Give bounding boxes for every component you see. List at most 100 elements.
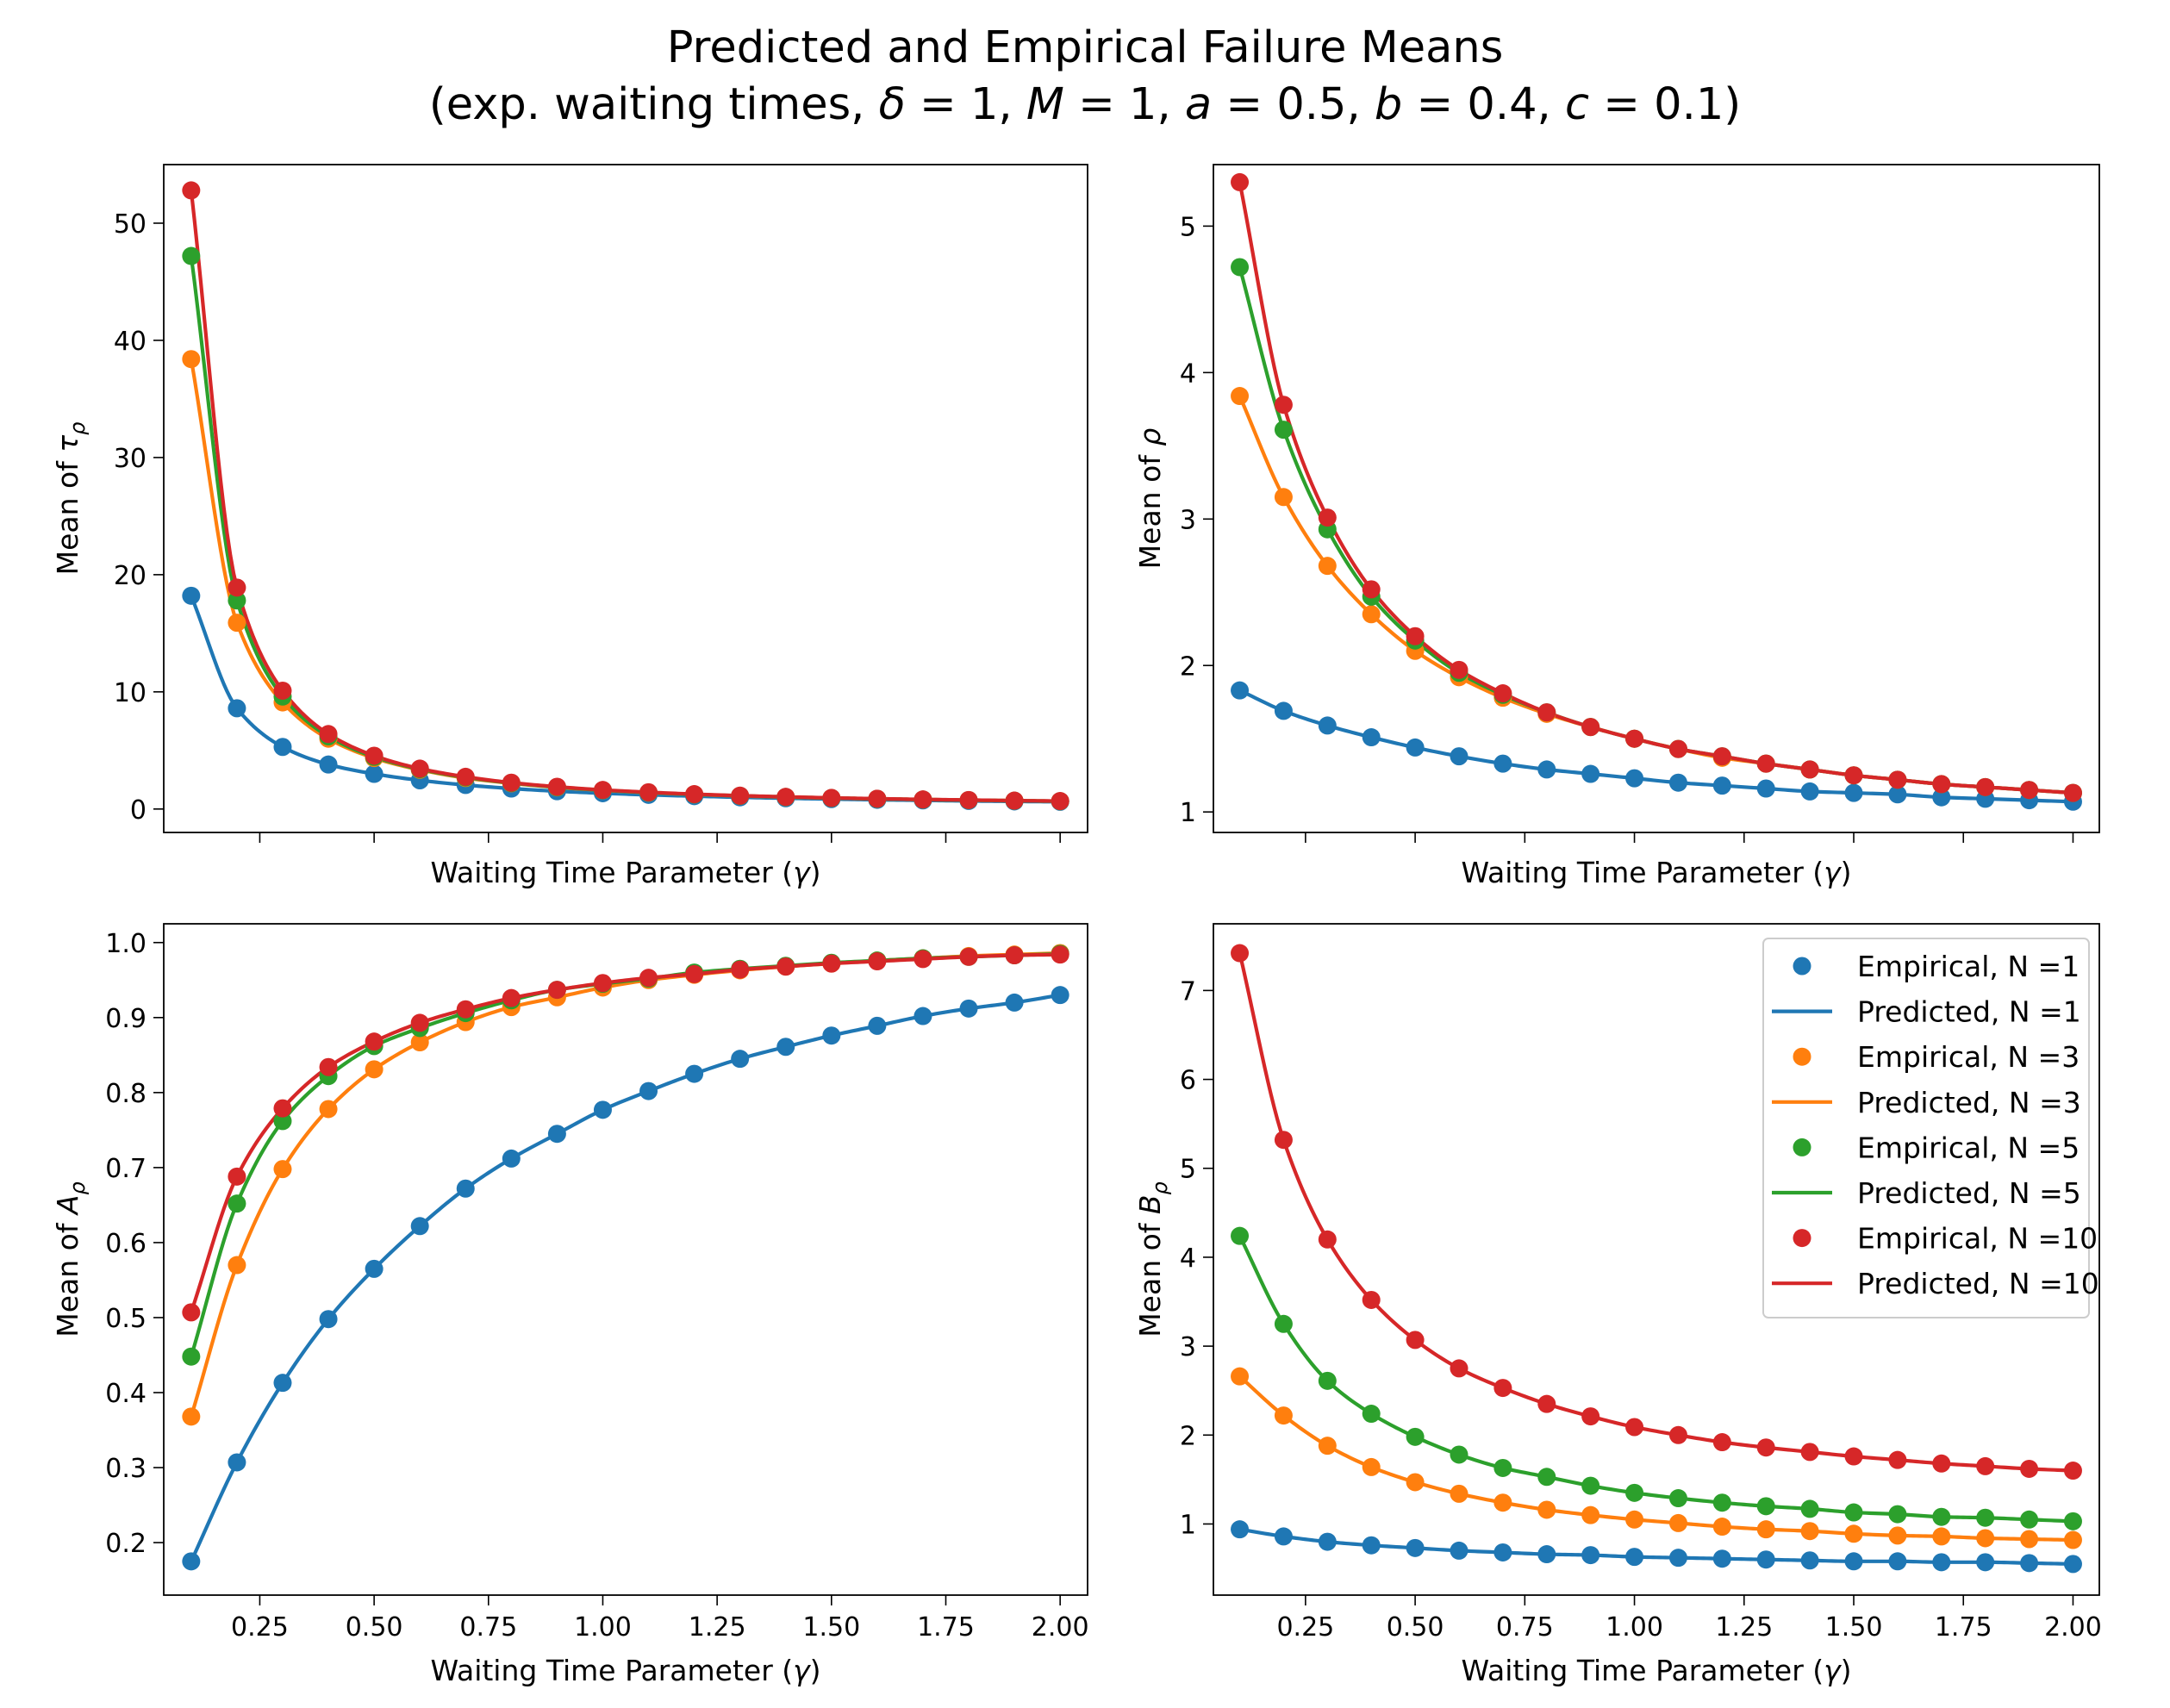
empirical-point-n3 [1888,1526,1907,1545]
empirical-point-n3 [319,1100,338,1119]
x-axis-label: Waiting Time Parameter (γ) [430,856,820,889]
x-tick-label: 0.25 [1276,1612,1334,1643]
y-tick-label: 2 [1180,651,1196,682]
empirical-point-n10 [822,954,841,973]
empirical-point-n5 [273,1112,292,1131]
empirical-point-n5 [1888,1505,1907,1524]
title-suffix: ) [1724,79,1741,130]
y-tick-label: 50 [114,209,147,240]
empirical-point-n5 [1712,1493,1731,1512]
empirical-point-n1 [1537,1545,1556,1564]
empirical-point-n10 [410,759,429,778]
empirical-point-n10 [1450,660,1468,679]
param-delta-symbol: δ [879,79,906,130]
empirical-point-n1 [1844,783,1863,802]
empirical-point-n1 [1756,1550,1775,1569]
empirical-point-n5 [1274,421,1293,439]
legend-label: Empirical, N =1 [1857,950,2080,983]
empirical-point-n10 [273,681,292,700]
empirical-point-n1 [1800,1551,1819,1570]
empirical-point-n5 [1318,1371,1337,1390]
empirical-point-n10 [731,960,750,979]
empirical-point-n5 [1274,1314,1293,1333]
empirical-point-n10 [228,578,246,597]
empirical-point-n5 [2020,1510,2039,1529]
y-tick-label: 6 [1180,1066,1196,1096]
empirical-point-n10 [1581,718,1600,737]
x-tick-label: 1.00 [1606,1612,1663,1643]
empirical-point-n1 [182,586,201,605]
empirical-point-n5 [1800,1499,1819,1518]
x-tick-label: 1.50 [1825,1612,1883,1643]
empirical-point-n3 [1581,1505,1600,1524]
subplot-A: 0.25 0.50 0.75 1.00 1.25 1.50 1.75 2.00 0.2 0.3 0.… [51,923,1089,1687]
empirical-point-n1 [1231,681,1250,700]
param-m-eq: = [1064,79,1129,130]
empirical-point-n1 [228,1453,246,1472]
plot-area-rho [1231,172,2082,811]
empirical-point-n10 [319,725,338,744]
empirical-point-n3 [1844,1524,1863,1543]
subplot-grid: 0 10 20 30 40 50 Waiting Time Parameter (γ) Mea… [51,164,2102,1687]
empirical-point-n1 [1406,1538,1425,1557]
empirical-point-n10 [1005,946,1024,965]
empirical-point-n1 [1976,1553,1995,1572]
empirical-point-n10 [1537,703,1556,722]
empirical-point-n10 [1406,626,1425,645]
legend-marker-empirical [1793,1229,1811,1248]
axes-frame [163,923,1088,1596]
empirical-point-n10 [1274,396,1293,415]
empirical-point-n10 [731,786,750,805]
y-tick-label: 0 [130,795,147,826]
legend-label: Predicted, N =1 [1857,995,2081,1029]
empirical-point-n10 [1274,1131,1293,1150]
legend-label: Empirical, N =5 [1857,1131,2080,1164]
y-tick-label: 20 [114,561,147,591]
y-axis-label: Mean of ρ [1133,428,1167,570]
y-tick-label: 0.5 [105,1304,147,1334]
empirical-point-n10 [776,957,795,976]
y-tick-label: 5 [1180,1155,1196,1185]
param-c-value: 0.1 [1654,79,1724,130]
empirical-point-n1 [1005,993,1024,1012]
empirical-point-n1 [1625,1548,1644,1567]
empirical-point-n10 [1712,747,1731,766]
empirical-point-n3 [1756,1520,1775,1539]
empirical-point-n10 [1932,775,1951,794]
empirical-point-n10 [456,767,475,786]
empirical-point-n1 [1800,782,1819,801]
axes-frame [1213,164,2100,833]
empirical-point-n1 [959,999,978,1018]
empirical-point-n10 [410,1013,429,1032]
subplot-tau: 0 10 20 30 40 50 Waiting Time Parameter (γ) Mea… [51,164,1088,889]
empirical-point-n3 [1231,387,1250,406]
empirical-point-n10 [1756,754,1775,773]
y-tick-label: 0.4 [105,1379,147,1409]
empirical-point-n10 [1450,1359,1468,1378]
empirical-point-n10 [1976,1456,1995,1475]
x-tick-label: 1.50 [802,1612,860,1643]
empirical-point-n5 [228,1194,246,1213]
empirical-point-n3 [1231,1367,1250,1386]
empirical-point-n1 [1712,776,1731,795]
empirical-point-n1 [1274,1527,1293,1546]
empirical-point-n3 [1668,1513,1687,1532]
empirical-point-n3 [1625,1510,1644,1529]
empirical-point-n3 [1318,1437,1337,1456]
empirical-point-n10 [2020,781,2039,800]
axes-frame [1213,923,2100,1596]
empirical-point-n1 [1888,785,1907,804]
empirical-point-n1 [1668,773,1687,792]
y-tick-label: 1.0 [105,929,147,959]
empirical-point-n10 [1932,1454,1951,1473]
empirical-point-n5 [1231,258,1250,277]
x-tick-label: 0.50 [1387,1612,1444,1643]
empirical-point-n10 [1362,1290,1381,1309]
param-c-eq: = [1589,79,1654,130]
y-tick-label: 3 [1180,505,1196,535]
x-tick-label: 1.00 [574,1612,632,1643]
x-tick-label: 1.75 [917,1612,975,1643]
x-tick-label: 1.25 [689,1612,746,1643]
empirical-point-n10 [1051,945,1069,964]
empirical-point-n1 [593,1100,612,1119]
